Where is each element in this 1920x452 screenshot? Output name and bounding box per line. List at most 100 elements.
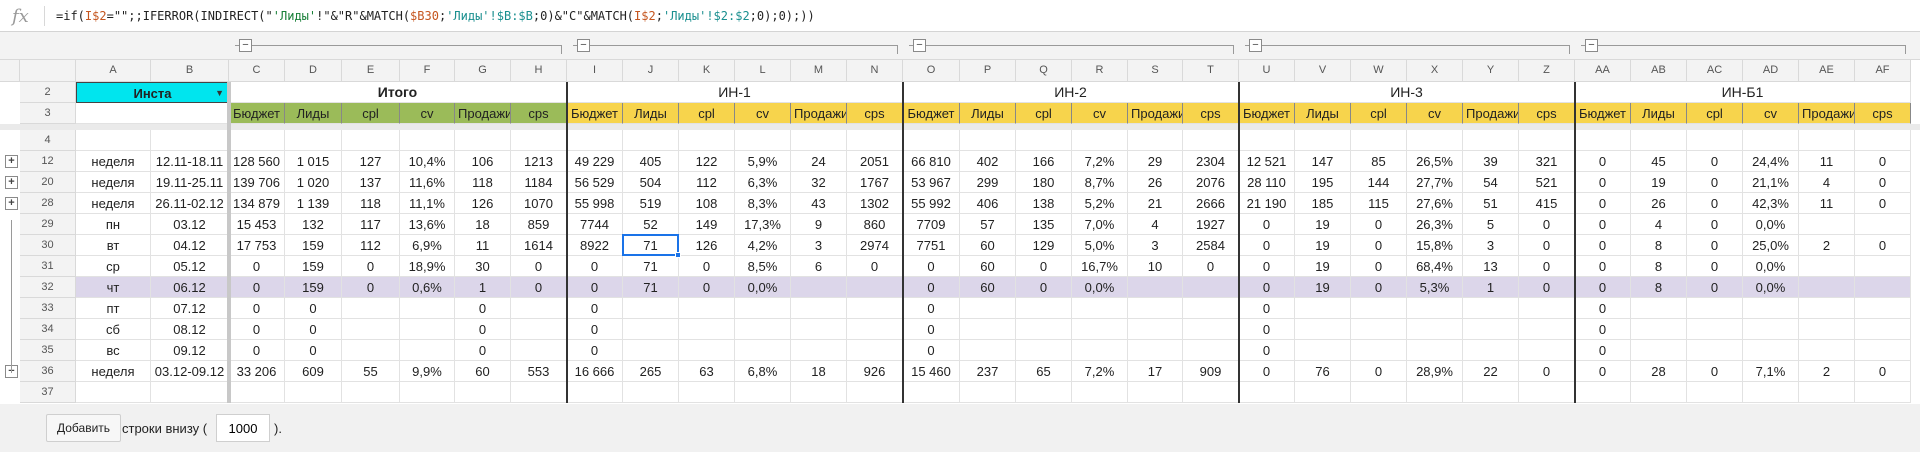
data-cell[interactable]: 132 [285,214,342,235]
data-cell[interactable]: 1302 [847,193,903,214]
data-cell[interactable] [1799,298,1855,319]
data-cell[interactable] [1799,340,1855,361]
data-cell[interactable]: 0,6% [400,277,455,298]
data-cell[interactable]: 137 [342,172,400,193]
data-cell[interactable]: 7709 [903,214,960,235]
data-cell[interactable] [847,382,903,403]
data-cell[interactable] [679,319,735,340]
data-cell[interactable]: 2076 [1183,172,1239,193]
data-cell[interactable]: 1213 [511,151,567,172]
data-cell[interactable]: 0 [1575,235,1631,256]
data-cell[interactable] [679,298,735,319]
data-cell[interactable] [1295,130,1351,151]
data-cell[interactable]: 11,1% [400,193,455,214]
data-cell[interactable]: 57 [960,214,1016,235]
data-cell[interactable]: 0 [679,256,735,277]
data-cell[interactable] [1128,130,1183,151]
expand-row-group-button[interactable]: + [5,197,18,210]
data-cell[interactable]: 16 666 [567,361,623,382]
column-header-c[interactable]: C [229,60,285,82]
data-cell[interactable]: 0 [567,277,623,298]
data-cell[interactable] [791,382,847,403]
data-cell[interactable]: 2 [1799,235,1855,256]
data-cell[interactable]: 10,4% [400,151,455,172]
data-cell[interactable]: 0,0% [1743,214,1799,235]
data-cell[interactable]: 0 [567,340,623,361]
column-header-f[interactable]: F [400,60,455,82]
data-cell[interactable]: 85 [1351,151,1407,172]
data-cell[interactable] [342,340,400,361]
data-cell[interactable]: 68,4% [1407,256,1463,277]
data-cell[interactable]: 106 [455,151,511,172]
data-cell[interactable] [1855,130,1911,151]
data-cell[interactable] [1855,382,1911,403]
data-cell[interactable] [1631,382,1687,403]
data-cell[interactable]: 11 [1799,193,1855,214]
row-number[interactable]: 3 [20,103,76,124]
data-cell[interactable]: 8,7% [1072,172,1128,193]
row-number[interactable]: 4 [20,130,76,151]
data-cell[interactable]: 71 [623,235,679,256]
data-cell[interactable]: 13,6% [400,214,455,235]
data-cell[interactable] [342,382,400,403]
data-cell[interactable]: 8 [1631,256,1687,277]
data-cell[interactable]: 1070 [511,193,567,214]
data-cell[interactable] [1463,298,1519,319]
data-cell[interactable] [1463,382,1519,403]
data-cell[interactable] [1016,319,1072,340]
data-cell[interactable]: 159 [285,235,342,256]
data-cell[interactable]: 1767 [847,172,903,193]
data-cell[interactable] [1463,130,1519,151]
data-cell[interactable] [847,277,903,298]
data-cell[interactable] [1239,382,1295,403]
row-label-a[interactable]: вс [76,340,151,361]
data-cell[interactable]: 139 706 [229,172,285,193]
data-cell[interactable]: 127 [342,151,400,172]
row-date-b[interactable]: 19.11-25.11 [151,172,229,193]
row-label-a[interactable]: сб [76,319,151,340]
row-number[interactable]: 36 [20,361,76,382]
data-cell[interactable]: 0,0% [735,277,791,298]
data-cell[interactable]: 66 810 [903,151,960,172]
data-cell[interactable] [1687,298,1743,319]
row-label-a[interactable] [76,130,151,151]
column-header-s[interactable]: S [1128,60,1183,82]
data-cell[interactable]: 60 [960,235,1016,256]
data-cell[interactable]: 6 [791,256,847,277]
data-cell[interactable]: 18,9% [400,256,455,277]
data-cell[interactable]: 909 [1183,361,1239,382]
data-cell[interactable] [1631,298,1687,319]
data-cell[interactable] [1407,298,1463,319]
data-cell[interactable]: 60 [960,277,1016,298]
row-label-a[interactable]: неделя [76,361,151,382]
data-cell[interactable] [1128,340,1183,361]
data-cell[interactable]: 0 [1855,235,1911,256]
data-cell[interactable]: 4 [1128,214,1183,235]
data-cell[interactable]: 0 [1239,235,1295,256]
data-cell[interactable]: 126 [455,193,511,214]
data-cell[interactable] [1072,298,1128,319]
collapse-group-button[interactable]: − [1249,39,1262,52]
data-cell[interactable]: 1927 [1183,214,1239,235]
data-cell[interactable]: 11 [455,235,511,256]
data-cell[interactable]: 33 206 [229,361,285,382]
column-header-v[interactable]: V [1295,60,1351,82]
data-cell[interactable]: 0 [1687,256,1743,277]
data-cell[interactable] [1128,382,1183,403]
data-cell[interactable] [1855,214,1911,235]
data-cell[interactable] [1743,319,1799,340]
data-cell[interactable]: 185 [1295,193,1351,214]
data-cell[interactable]: 0 [903,298,960,319]
data-cell[interactable] [511,382,567,403]
row-date-b[interactable] [151,130,229,151]
data-cell[interactable]: 30 [455,256,511,277]
row-number[interactable]: 34 [20,319,76,340]
data-cell[interactable] [791,319,847,340]
row-number[interactable]: 12 [20,151,76,172]
data-cell[interactable]: 19 [1295,235,1351,256]
data-cell[interactable] [1016,298,1072,319]
data-cell[interactable]: 9 [791,214,847,235]
data-cell[interactable]: 0 [342,256,400,277]
data-cell[interactable] [847,319,903,340]
data-cell[interactable] [1855,256,1911,277]
